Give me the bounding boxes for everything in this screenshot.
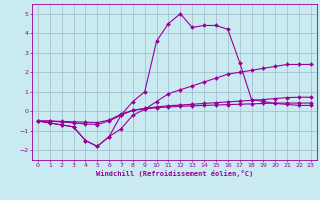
X-axis label: Windchill (Refroidissement éolien,°C): Windchill (Refroidissement éolien,°C) [96,170,253,177]
